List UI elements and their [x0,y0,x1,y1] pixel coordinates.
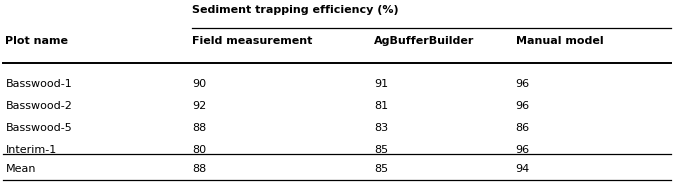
Text: Manual model: Manual model [516,36,603,46]
Text: 83: 83 [374,123,388,133]
Text: 85: 85 [374,164,388,174]
Text: Sediment trapping efficiency (%): Sediment trapping efficiency (%) [192,5,399,15]
Text: 96: 96 [516,79,530,89]
Text: 80: 80 [192,145,206,155]
Text: 88: 88 [192,123,206,133]
Text: 86: 86 [516,123,530,133]
Text: 94: 94 [516,164,530,174]
Text: AgBufferBuilder: AgBufferBuilder [374,36,474,46]
Text: 96: 96 [516,145,530,155]
Text: 81: 81 [374,101,388,111]
Text: 90: 90 [192,79,206,89]
Text: 96: 96 [516,101,530,111]
Text: Mean: Mean [5,164,36,174]
Text: Basswood-1: Basswood-1 [5,79,72,89]
Text: 85: 85 [374,145,388,155]
Text: Basswood-2: Basswood-2 [5,101,72,111]
Text: Basswood-5: Basswood-5 [5,123,72,133]
Text: Plot name: Plot name [5,36,68,46]
Text: 92: 92 [192,101,206,111]
Text: Field measurement: Field measurement [192,36,313,46]
Text: 88: 88 [192,164,206,174]
Text: Interim-1: Interim-1 [5,145,57,155]
Text: 91: 91 [374,79,388,89]
